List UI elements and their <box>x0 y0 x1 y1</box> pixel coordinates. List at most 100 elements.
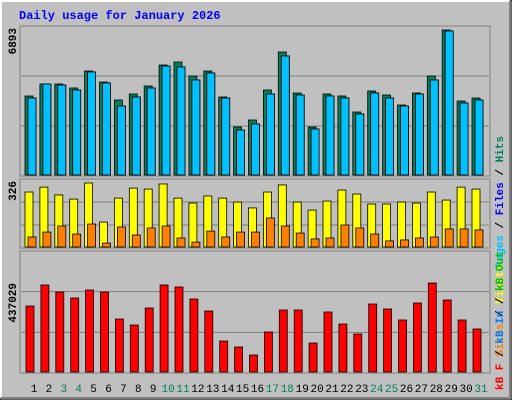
bar <box>161 225 171 248</box>
x-tick-label: 18 <box>281 384 294 396</box>
bar <box>131 96 141 176</box>
bar <box>265 93 275 176</box>
legend-space <box>495 357 507 364</box>
bar <box>27 97 37 176</box>
legend-entry: Files <box>495 182 507 215</box>
bar <box>117 226 126 248</box>
legend-entry: Sites <box>495 323 507 356</box>
bar <box>340 224 350 248</box>
legend-separator: / <box>495 310 507 317</box>
bar <box>370 92 380 176</box>
bar <box>400 105 409 176</box>
bar <box>370 233 380 248</box>
x-tick-label: 4 <box>75 384 82 396</box>
plot-area <box>19 250 491 374</box>
x-tick-label: 2 <box>46 384 53 396</box>
bar <box>206 230 216 248</box>
bar <box>295 94 305 176</box>
bar <box>263 331 273 373</box>
x-tick-label: 7 <box>120 384 127 396</box>
x-tick-label: 28 <box>430 384 443 396</box>
bar <box>102 82 111 176</box>
bar <box>234 346 244 373</box>
bar <box>131 234 141 248</box>
x-tick-label: 12 <box>191 384 204 396</box>
bar <box>221 236 231 248</box>
bar <box>188 202 198 248</box>
legend-separator: / <box>495 350 507 357</box>
chart-title: Daily usage for January 2026 <box>19 9 221 23</box>
bar <box>427 282 437 373</box>
legend-space <box>495 162 507 169</box>
bar <box>368 303 378 373</box>
legend-space <box>495 215 507 222</box>
x-tick-label: 26 <box>400 384 413 396</box>
bar <box>340 97 350 176</box>
bar <box>159 284 169 373</box>
bar <box>72 89 82 176</box>
bar <box>146 87 156 176</box>
bar <box>55 291 65 373</box>
bar <box>25 305 35 373</box>
bar <box>457 319 467 373</box>
bar <box>251 231 260 248</box>
bar <box>310 128 320 176</box>
x-tick-label: 5 <box>90 384 97 396</box>
legend-separator: / <box>495 221 507 228</box>
bar <box>280 55 290 176</box>
bar <box>189 298 199 373</box>
legend-space <box>495 344 507 351</box>
bar <box>308 342 318 373</box>
y-tick-label: 437029 <box>8 283 20 323</box>
bar <box>87 71 96 176</box>
bar <box>57 84 67 176</box>
legend-entry: Pages <box>495 235 507 268</box>
legend-space <box>495 291 507 298</box>
bar <box>474 229 484 248</box>
y-tick-label: 6893 <box>8 28 20 55</box>
x-tick-label: 15 <box>236 384 249 396</box>
y-tick-label: 326 <box>8 181 20 201</box>
bar <box>412 302 422 373</box>
bar <box>310 238 320 248</box>
legend-entry: kB F <box>495 364 507 390</box>
bar <box>146 227 156 248</box>
x-tick-label: 13 <box>206 384 219 396</box>
x-tick-label: 29 <box>445 384 458 396</box>
bar <box>325 237 335 248</box>
bar <box>191 79 201 176</box>
bar <box>459 102 469 176</box>
bar <box>70 297 80 373</box>
bar <box>265 217 275 248</box>
bar <box>400 239 409 248</box>
bar <box>161 65 171 176</box>
bar <box>100 291 109 373</box>
legend-separator: / <box>495 169 507 176</box>
bar <box>293 309 303 373</box>
x-tick-label: 14 <box>221 384 235 396</box>
bar <box>385 240 395 248</box>
legend-entry: Hits <box>495 136 507 162</box>
legend-entry: kB Out <box>495 251 507 291</box>
bar <box>221 97 231 176</box>
bar <box>280 225 290 248</box>
bar <box>87 223 96 248</box>
x-tick-label: 10 <box>161 384 174 396</box>
bar <box>27 236 37 248</box>
x-tick-label: 20 <box>310 384 323 396</box>
x-tick-label: 30 <box>459 384 472 396</box>
bar <box>383 308 393 373</box>
legend-entry: kB In <box>495 311 507 344</box>
bar <box>278 309 288 373</box>
x-tick-label: 22 <box>340 384 353 396</box>
x-tick-label: 3 <box>60 384 67 396</box>
bar <box>236 129 246 176</box>
legend: kB F / kB In / kB Out <box>495 251 507 390</box>
bar <box>355 113 365 176</box>
bar <box>236 231 246 248</box>
bar <box>414 93 424 176</box>
x-tick-label: 23 <box>355 384 368 396</box>
x-tick-label: 17 <box>266 384 279 396</box>
legend-space <box>495 176 507 183</box>
bar <box>206 72 216 176</box>
